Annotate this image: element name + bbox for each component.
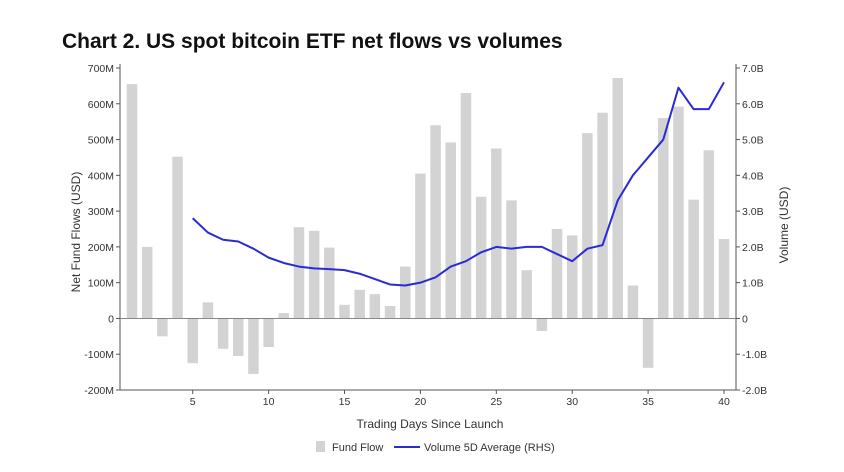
- bar-day-20: [415, 173, 426, 319]
- bar-day-38: [688, 199, 699, 319]
- bar-day-4: [172, 156, 183, 319]
- bar-day-26: [506, 200, 517, 319]
- bar-day-11: [278, 313, 290, 319]
- bar-day-13: [308, 230, 320, 319]
- bar-day-28: [536, 318, 548, 331]
- y2-axis-label: Volume (USD): [777, 187, 791, 264]
- bar-day-32: [597, 112, 608, 319]
- x-tick-label: 5: [190, 396, 196, 408]
- y-tick-label: 600M: [88, 99, 114, 111]
- bar-day-35: [642, 318, 654, 368]
- bar-day-25: [491, 148, 502, 319]
- line-layer: [192, 81, 725, 287]
- y-tick-label: 700M: [88, 63, 114, 75]
- bar-day-12: [293, 227, 305, 319]
- bar-day-23: [460, 93, 472, 319]
- y2-tick-label: 5.0B: [742, 135, 764, 147]
- bar-day-40: [718, 239, 730, 319]
- bar-day-29: [551, 229, 563, 319]
- y2-tick-label: -1.0B: [742, 349, 767, 361]
- x-axis-label: Trading Days Since Launch: [357, 417, 504, 431]
- x-tick-label: 10: [263, 396, 275, 408]
- legend-swatch-fund-flow: [316, 441, 325, 452]
- bar-day-36: [658, 118, 669, 319]
- bar-day-5: [187, 318, 198, 364]
- y-tick-label: 0: [108, 313, 114, 325]
- legend: Fund Flow Volume 5D Average (RHS): [316, 441, 555, 454]
- y-tick-label: -100M: [84, 349, 114, 361]
- y-tick-label: 200M: [88, 242, 114, 254]
- y2-tick-label: 7.0B: [742, 63, 764, 75]
- bar-day-18: [384, 305, 396, 319]
- y2-tick-label: 6.0B: [742, 99, 764, 111]
- x-tick-label: 35: [642, 396, 654, 408]
- y-tick-label: 300M: [88, 206, 114, 218]
- bar-day-27: [521, 270, 532, 319]
- bar-day-17: [369, 294, 381, 319]
- bar-day-8: [233, 318, 244, 357]
- bar-day-31: [582, 133, 593, 319]
- bar-day-1: [126, 84, 138, 319]
- bar-day-7: [217, 318, 229, 349]
- x-tick-label: 20: [415, 396, 427, 408]
- chart-title: Chart 2. US spot bitcoin ETF net flows v…: [62, 30, 563, 53]
- x-tick-label: 30: [566, 396, 578, 408]
- x-tick-label: 25: [490, 396, 502, 408]
- bar-day-24: [475, 196, 487, 319]
- x-tick-label: 40: [718, 396, 730, 408]
- y2-tick-label: 4.0B: [742, 170, 764, 182]
- y2-tick-label: 1.0B: [742, 278, 764, 290]
- bar-day-34: [627, 285, 639, 319]
- axes-layer: [119, 64, 737, 391]
- y-axis-label: Net Fund Flows (USD): [69, 172, 83, 293]
- y2-tick-label: 0: [742, 313, 748, 325]
- x-tick-label: 15: [339, 396, 351, 408]
- bar-day-19: [399, 266, 411, 319]
- ticks-layer: -200M -100M 0 100M 200M 300M 400M 500M 600M 700M -…: [84, 63, 767, 408]
- bars-layer: [126, 78, 730, 374]
- bar-day-14: [324, 247, 335, 319]
- y2-tick-label: 2.0B: [742, 242, 764, 254]
- bar-day-37: [673, 106, 684, 319]
- bar-day-15: [339, 304, 350, 319]
- y-tick-label: -200M: [84, 385, 114, 397]
- legend-label-fund-flow: Fund Flow: [332, 442, 383, 454]
- y2-tick-label: 3.0B: [742, 206, 764, 218]
- bar-day-9: [248, 318, 259, 374]
- volume-line: [192, 81, 725, 287]
- y-tick-label: 400M: [88, 170, 114, 182]
- bar-day-6: [202, 302, 214, 319]
- bar-day-30: [566, 235, 578, 319]
- bar-day-10: [263, 318, 274, 348]
- bar-day-2: [141, 246, 153, 319]
- bar-day-33: [612, 78, 623, 319]
- y2-tick-label: -2.0B: [742, 385, 767, 397]
- legend-label-volume: Volume 5D Average (RHS): [424, 442, 555, 454]
- bar-day-22: [445, 142, 457, 319]
- bar-day-21: [430, 125, 441, 319]
- bar-day-3: [157, 318, 168, 337]
- y-tick-label: 100M: [88, 278, 114, 290]
- bar-day-39: [703, 150, 715, 319]
- bar-day-16: [354, 289, 365, 319]
- y-tick-label: 500M: [88, 135, 114, 147]
